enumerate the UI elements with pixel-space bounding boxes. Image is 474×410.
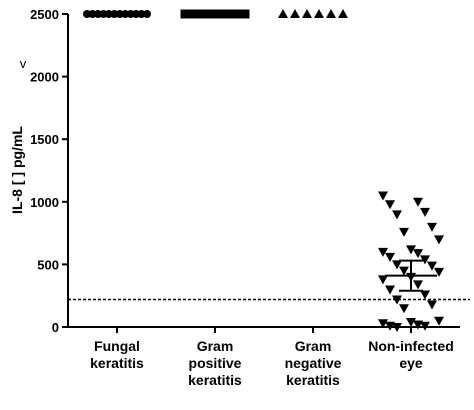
y-tick-label: 500 bbox=[37, 257, 59, 272]
point bbox=[385, 285, 395, 295]
x-tick-label: Gram bbox=[197, 338, 234, 354]
point bbox=[399, 266, 409, 276]
y-tick-label: 2500 bbox=[30, 7, 59, 22]
point bbox=[338, 9, 348, 18]
point bbox=[392, 323, 402, 332]
point bbox=[378, 247, 388, 257]
point bbox=[399, 304, 409, 314]
point bbox=[378, 191, 388, 201]
x-tick-label: Non-infected bbox=[368, 338, 454, 354]
y-tick-label: 0 bbox=[52, 320, 59, 335]
point bbox=[278, 9, 288, 18]
point bbox=[290, 9, 300, 18]
point bbox=[427, 300, 437, 310]
x-tick-label: negative bbox=[285, 355, 342, 371]
point bbox=[392, 260, 402, 270]
point bbox=[413, 197, 423, 207]
point bbox=[420, 255, 430, 265]
point bbox=[302, 9, 312, 18]
point bbox=[385, 252, 395, 262]
point bbox=[385, 200, 395, 210]
point bbox=[413, 249, 423, 259]
point bbox=[406, 245, 416, 255]
point bbox=[392, 210, 402, 220]
y-tick-label: 2000 bbox=[30, 70, 59, 85]
y-axis-label: IL-8 [ ] pg/mL bbox=[9, 126, 25, 214]
point bbox=[406, 317, 416, 327]
point bbox=[385, 321, 395, 331]
point bbox=[420, 207, 430, 217]
point bbox=[314, 9, 324, 18]
point bbox=[143, 10, 151, 18]
point bbox=[413, 280, 423, 290]
point bbox=[420, 290, 430, 300]
point bbox=[427, 222, 437, 232]
x-tick-label: keratitis bbox=[90, 355, 144, 371]
point bbox=[434, 316, 444, 326]
x-tick-label: keratitis bbox=[188, 372, 242, 388]
x-tick-label: Fungal bbox=[94, 338, 140, 354]
point bbox=[378, 275, 388, 285]
y-tick-label: 1000 bbox=[30, 195, 59, 210]
x-tick-label: eye bbox=[399, 355, 423, 371]
x-tick-label: Gram bbox=[295, 338, 332, 354]
point bbox=[392, 295, 402, 305]
x-tick-label: keratitis bbox=[286, 372, 340, 388]
point bbox=[434, 267, 444, 277]
x-tick-label: positive bbox=[189, 355, 242, 371]
point bbox=[326, 9, 336, 18]
point bbox=[413, 320, 423, 330]
point bbox=[378, 319, 388, 329]
point bbox=[399, 227, 409, 237]
point bbox=[434, 235, 444, 245]
point bbox=[427, 261, 437, 271]
annotation: v bbox=[20, 56, 27, 71]
point bbox=[420, 321, 430, 331]
point bbox=[240, 9, 250, 19]
y-tick-label: 1500 bbox=[30, 132, 59, 147]
